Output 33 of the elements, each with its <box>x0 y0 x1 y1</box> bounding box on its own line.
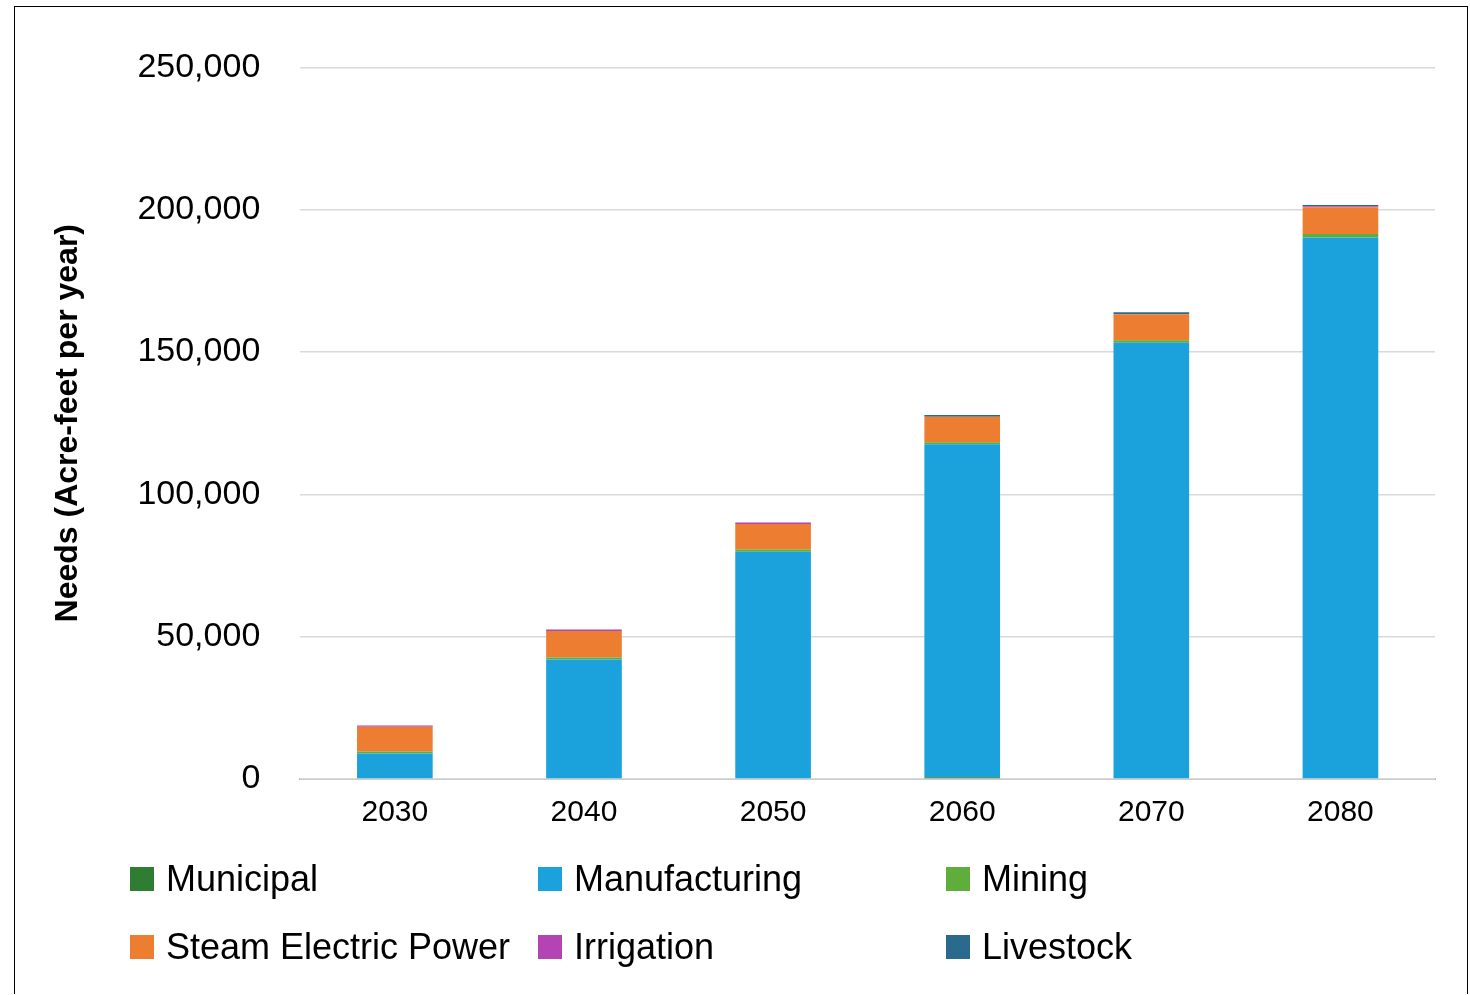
legend-label: Municipal <box>166 858 319 900</box>
x-tick-label: 2060 <box>928 794 996 828</box>
x-tick-label: 2080 <box>1307 794 1374 828</box>
bar <box>1113 342 1190 779</box>
bar <box>735 523 811 550</box>
bar <box>546 630 622 658</box>
legend-label: Steam Electric Power <box>166 926 511 968</box>
legend-label: Mining <box>982 858 1089 900</box>
x-tick-label: 2030 <box>361 794 429 828</box>
legend-label: Irrigation <box>574 926 715 968</box>
y-tick-label: 0 <box>241 757 261 796</box>
y-tick-label: 200,000 <box>137 188 261 227</box>
x-tick-label: 2040 <box>550 794 618 828</box>
bar <box>1113 314 1190 341</box>
bar <box>1302 233 1379 238</box>
x-tick-label: 2050 <box>739 794 807 828</box>
bar <box>1302 237 1379 779</box>
x-tick-label: 2070 <box>1117 794 1185 828</box>
y-tick-label: 250,000 <box>137 45 261 84</box>
y-tick-label: 100,000 <box>137 472 261 511</box>
bar <box>924 416 1001 443</box>
legend-label: Manufacturing <box>574 858 803 900</box>
legend-label: Livestock <box>982 926 1133 968</box>
bar <box>1302 207 1379 234</box>
bar <box>357 753 433 779</box>
y-axis-title: Needs (Acre-feet per year) <box>48 224 85 623</box>
y-tick-label: 150,000 <box>137 330 261 369</box>
bar <box>357 726 433 752</box>
bar <box>924 444 1001 778</box>
bar <box>1113 340 1190 343</box>
bar <box>546 659 622 779</box>
bar <box>735 551 811 779</box>
y-tick-label: 50,000 <box>156 615 261 654</box>
